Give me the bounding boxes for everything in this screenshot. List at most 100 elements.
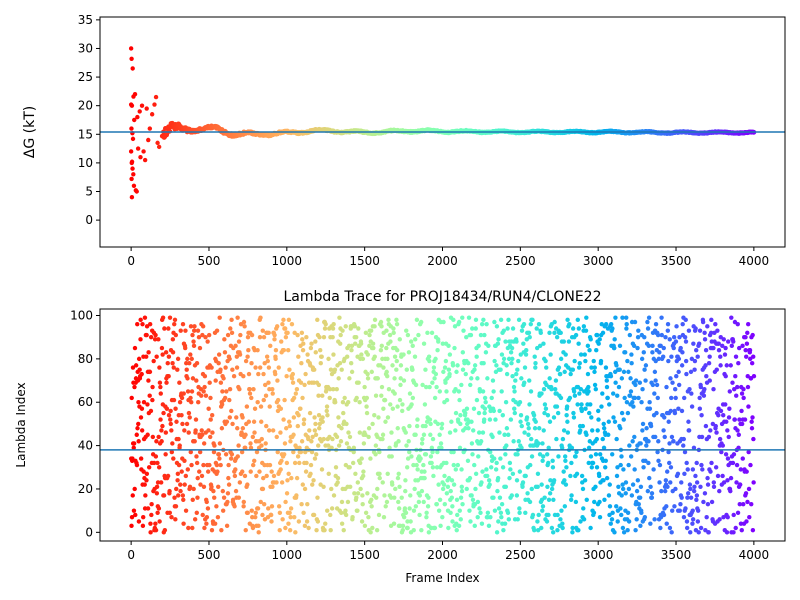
lambda-point [368,530,373,535]
lambda-point [550,465,556,470]
lambda-point [228,456,234,461]
lambda-point [341,410,346,416]
lambda-point [575,402,580,407]
lambda-point [188,395,193,401]
lambda-point [560,436,566,442]
lambda-point [302,523,308,529]
lambda-point [606,419,611,424]
lambda-point [339,521,345,526]
lambda-point [697,328,703,333]
lambda-point [571,415,577,420]
lambda-point [444,460,449,466]
lambda-point [562,369,567,375]
lambda-point [406,439,411,444]
lambda-point [362,384,367,390]
lambda-point [176,436,181,442]
lambda-point [550,458,555,463]
lambda-point [416,499,422,505]
lambda-point [449,478,455,483]
lambda-point [303,449,308,455]
lambda-point [342,395,347,401]
lambda-point [306,525,311,531]
bot-y-tick-label: 20 [78,482,93,496]
lambda-point [663,488,668,494]
lambda-point [196,334,202,340]
lambda-point [517,506,522,511]
lambda-point [315,495,320,500]
lambda-point [242,324,247,329]
lambda-point [275,397,281,403]
lambda-point [368,328,374,333]
lambda-point [473,326,478,331]
lambda-point [746,449,751,455]
lambda-point [734,480,739,485]
lambda-point [751,354,756,359]
lambda-point [260,512,265,518]
lambda-point [220,389,225,394]
lambda-point [279,339,284,344]
lambda-point [202,374,208,379]
lambda-point [280,321,285,327]
lambda-point [448,488,453,494]
lambda-point [510,326,516,331]
lambda-point [251,462,256,468]
lambda-point [181,497,186,502]
lambda-point [162,527,168,533]
lambda-point [694,480,700,485]
lambda-point [669,395,674,401]
lambda-point [564,465,569,470]
lambda-point [347,434,353,440]
lambda-point [287,367,292,372]
lambda-point [727,406,732,411]
lambda-point [519,376,524,381]
lambda-point [223,365,228,370]
lambda-point [261,334,267,340]
lambda-point [516,317,522,323]
lambda-point [229,330,235,336]
lambda-point [562,504,568,509]
lambda-point [625,510,631,516]
lambda-point [214,462,220,468]
lambda-point [240,415,245,420]
lambda-point [154,439,159,444]
lambda-point [323,521,328,526]
lambda-point [249,508,254,513]
lambda-point [546,460,551,466]
lambda-point [312,428,318,433]
lambda-point [347,376,352,381]
delta-g-point [152,102,157,107]
lambda-point [412,354,418,359]
lambda-point [514,371,519,377]
lambda-point [279,480,285,485]
lambda-point [308,471,313,476]
lambda-point [590,428,595,433]
delta-g-point [129,103,135,108]
lambda-point [463,426,468,431]
lambda-point [195,495,200,500]
lambda-point [182,458,187,463]
lambda-point [504,363,509,368]
lambda-point [749,426,755,431]
lambda-point [593,387,598,392]
lambda-point [590,460,596,466]
lambda-point [526,426,531,431]
lambda-point [528,389,534,394]
delta-g-point [130,166,135,171]
lambda-point [498,317,504,323]
lambda-point [611,391,616,396]
lambda-point [615,393,620,398]
lambda-point [209,484,214,489]
lambda-point [470,452,475,457]
lambda-point [745,499,750,505]
lambda-point [150,434,156,440]
lambda-point [366,434,371,440]
lambda-point [738,467,744,472]
lambda-point [247,387,252,392]
lambda-point [262,361,267,366]
lambda-point [414,462,419,468]
lambda-point [366,426,372,431]
lambda-point [499,389,504,394]
lambda-point [570,530,575,535]
lambda-point [189,400,194,405]
